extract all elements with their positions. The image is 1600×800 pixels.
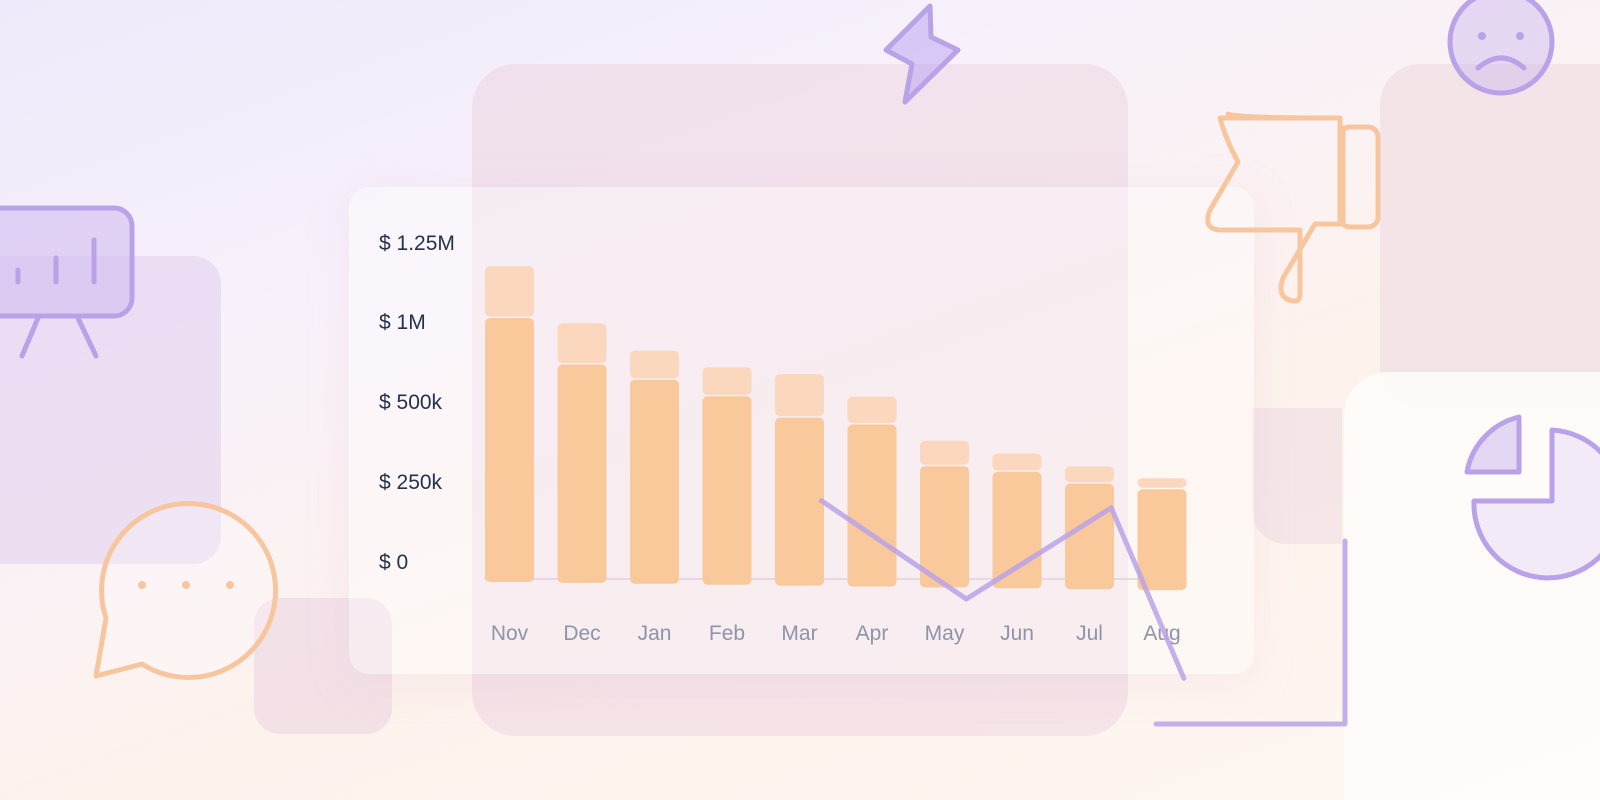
x-tick-label: Feb xyxy=(709,622,745,645)
bar-upper-nov xyxy=(485,266,534,317)
bar-lower-jun xyxy=(992,471,1042,589)
bar-lower-jan xyxy=(630,379,679,584)
bar-upper-jul xyxy=(1065,466,1114,483)
y-axis-ticks: $ 1.25M $ 1M $ 500k $ 250k $ 0 xyxy=(379,232,455,574)
bar-upper-feb xyxy=(702,367,752,395)
bar-upper-may xyxy=(920,440,969,465)
x-tick-label: Jun xyxy=(1000,622,1034,645)
bar-chart: $ 1.25M $ 1M $ 500k $ 250k $ 0 Nov Dec Jan… xyxy=(379,232,1187,645)
y-tick-label: $ 500k xyxy=(379,391,443,414)
bars xyxy=(485,266,1187,591)
chart-card: $ 1.25M $ 1M $ 500k $ 250k $ 0 Nov Dec Jan… xyxy=(349,187,1254,674)
left-panel xyxy=(0,256,221,564)
bar-lower-dec xyxy=(557,364,607,583)
bar-upper-jun xyxy=(992,453,1042,471)
right-panel-bottom xyxy=(1344,372,1600,800)
bar-lower-feb xyxy=(702,396,752,585)
bar-upper-jan xyxy=(630,350,679,379)
y-tick-label: $ 250k xyxy=(379,471,443,494)
x-tick-label: Mar xyxy=(781,622,817,645)
bar-lower-may xyxy=(920,466,969,588)
bar-upper-apr xyxy=(847,396,897,423)
x-tick-label: Dec xyxy=(563,622,600,645)
y-tick-label: $ 0 xyxy=(379,551,408,574)
bar-lower-mar xyxy=(775,417,824,586)
x-tick-label: Jul xyxy=(1076,622,1103,645)
right-panel-top xyxy=(1380,64,1600,408)
x-tick-label: Nov xyxy=(491,622,529,645)
bar-lower-jul xyxy=(1065,483,1114,590)
y-tick-label: $ 1.25M xyxy=(379,232,455,255)
y-tick-label: $ 1M xyxy=(379,311,426,334)
bar-upper-dec xyxy=(557,323,607,363)
bar-lower-apr xyxy=(847,424,897,587)
bar-lower-nov xyxy=(485,318,534,582)
right-panel-middle xyxy=(1252,408,1342,544)
x-tick-label: May xyxy=(925,622,965,645)
x-tick-label: Apr xyxy=(856,622,889,645)
x-tick-label: Jan xyxy=(638,622,672,645)
x-tick-label: Aug xyxy=(1143,622,1180,645)
x-axis-ticks: Nov Dec Jan Feb Mar Apr May Jun Jul Aug xyxy=(491,622,1181,645)
bar-upper-aug xyxy=(1137,478,1187,488)
bar-lower-aug xyxy=(1137,489,1187,591)
bar-upper-mar xyxy=(775,374,824,417)
